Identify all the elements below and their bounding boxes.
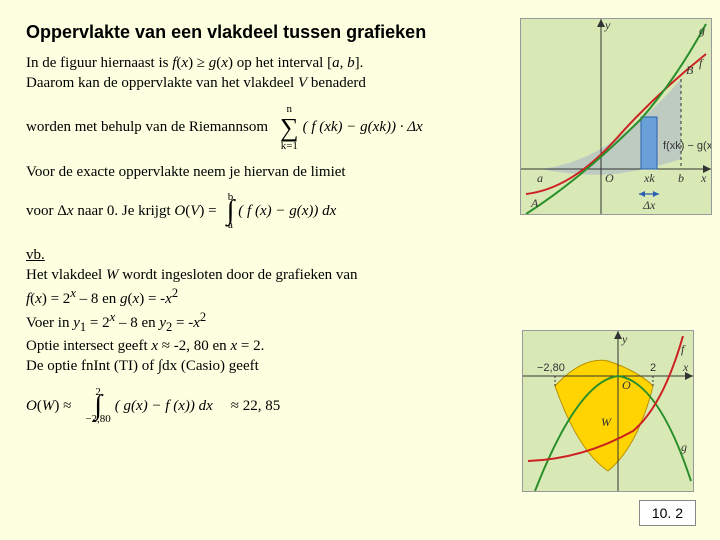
text: voor Δ	[26, 203, 67, 219]
b-label: b	[678, 171, 684, 185]
figure-example-W: y x O f g W −2,80 2	[522, 330, 694, 492]
axis-x-label: x	[700, 171, 707, 185]
text: – 8 en	[115, 315, 159, 331]
text: = -	[172, 315, 193, 331]
origin-label: O	[622, 378, 631, 392]
text: Voer in	[26, 315, 73, 331]
var-a: a	[332, 55, 340, 71]
point-A: A	[530, 196, 539, 210]
text: De optie fnInt (TI) of ∫dx (Casio) geeft	[26, 358, 259, 374]
diff-label: f(xk) − g(xk)	[663, 140, 711, 152]
text: In de figuur hiernaast is	[26, 55, 172, 71]
axis-x-label: x	[682, 360, 689, 374]
integral-icon: ∫	[227, 203, 235, 220]
text: Optie intersect geeft	[26, 338, 151, 354]
var-O: O	[26, 398, 37, 414]
point-B: B	[686, 63, 694, 77]
text: benaderd	[307, 75, 366, 91]
figure-area-between-curves: y x O a b f g A B xk Δx f(xk) − g(xk)	[520, 18, 712, 215]
xr-label: 2	[650, 362, 656, 374]
var-x: x	[165, 291, 172, 307]
sigma-icon: ∑	[280, 115, 299, 141]
var-y: y	[73, 315, 80, 331]
text: ≈ -2, 80 en	[158, 338, 230, 354]
W-label: W	[601, 415, 612, 429]
sup-2: 2	[200, 310, 206, 324]
text: ) = 2	[42, 291, 70, 307]
xl-label: −2,80	[537, 362, 565, 374]
text: ) = -	[139, 291, 165, 307]
int-body: ( f (x) − g(x)) dx	[238, 203, 336, 220]
text: ) op het interval [	[228, 55, 332, 71]
page-number-badge: 10. 2	[639, 500, 696, 526]
approx-result: ≈ 22, 85	[231, 398, 280, 415]
text: naar 0. Je krijgt	[74, 203, 175, 219]
var-g: g	[120, 291, 128, 307]
text: ,	[340, 55, 348, 71]
var-W: W	[106, 267, 119, 283]
sup-2: 2	[172, 286, 178, 300]
sum-formula: n ∑ k=1 ( f (xk) − g(xk)) · Δx	[280, 104, 423, 152]
sum-body: ( f (xk) − g(xk)) · Δx	[303, 119, 423, 136]
text: Het vlakdeel	[26, 267, 106, 283]
integral-icon: ∫	[94, 398, 102, 415]
text: wordt ingesloten door de grafieken van	[118, 267, 357, 283]
g-label: g	[681, 440, 687, 454]
axis-y-label: y	[621, 332, 628, 346]
text: Daarom kan de oppervlakte van het vlakde…	[26, 75, 298, 91]
var-x: x	[67, 203, 74, 219]
var-O: O	[174, 203, 185, 219]
text: worden met behulp van de Riemannsom	[26, 119, 268, 136]
text: – 8 en	[76, 291, 120, 307]
text: ].	[355, 55, 364, 71]
vb-label: vb.	[26, 247, 45, 263]
xk-label: xk	[643, 171, 655, 185]
text: ) ≈	[54, 398, 71, 414]
integral-formula-2: 2 ∫ −2,80 ( g(x) − f (x)) dx	[85, 387, 212, 426]
sum-lower: k=1	[281, 141, 298, 152]
dx-label: Δx	[642, 198, 656, 212]
var-x: x	[35, 291, 42, 307]
int-body: ( g(x) − f (x)) dx	[115, 398, 213, 415]
var-b: b	[347, 55, 355, 71]
axis-y-label: y	[604, 19, 611, 32]
a-label: a	[537, 171, 543, 185]
var-x: x	[221, 55, 228, 71]
var-V: V	[298, 75, 307, 91]
text: ) =	[199, 203, 216, 219]
integral-formula-1: b ∫ a ( f (x) − g(x)) dx	[227, 192, 337, 231]
text: = 2	[86, 315, 109, 331]
var-x: x	[193, 315, 200, 331]
g-label: g	[699, 23, 705, 37]
text: ) ≥	[188, 55, 209, 71]
text: = 2.	[237, 338, 264, 354]
origin-label: O	[605, 171, 614, 185]
var-W: W	[42, 398, 55, 414]
